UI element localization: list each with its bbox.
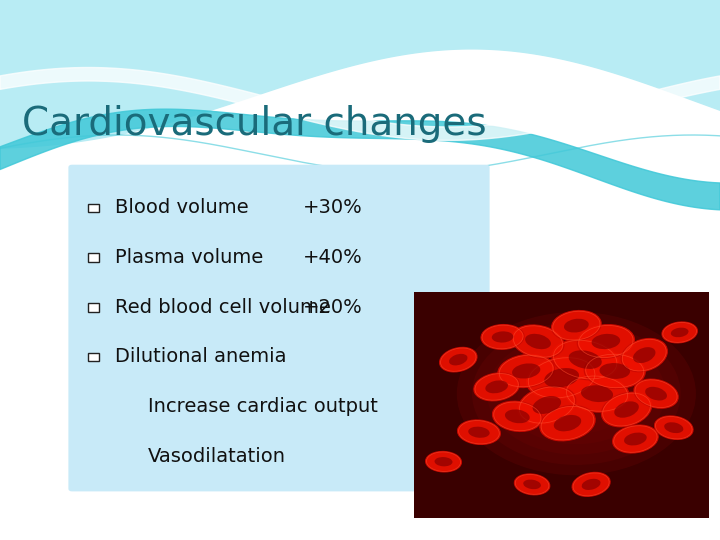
Ellipse shape — [671, 328, 688, 337]
Ellipse shape — [514, 474, 550, 495]
Ellipse shape — [481, 325, 524, 349]
Ellipse shape — [633, 347, 655, 363]
Text: Blood volume: Blood volume — [115, 198, 249, 218]
Ellipse shape — [544, 368, 579, 388]
Ellipse shape — [503, 343, 650, 444]
Text: Vasodilatation: Vasodilatation — [148, 447, 286, 466]
Ellipse shape — [492, 401, 542, 431]
Bar — [88, 303, 99, 312]
Ellipse shape — [526, 356, 597, 399]
Ellipse shape — [468, 427, 490, 438]
Ellipse shape — [664, 422, 683, 433]
Ellipse shape — [512, 325, 564, 358]
Ellipse shape — [613, 425, 658, 453]
Text: +20%: +20% — [302, 298, 362, 317]
Ellipse shape — [600, 363, 630, 379]
Ellipse shape — [439, 347, 477, 372]
Ellipse shape — [548, 374, 605, 413]
Ellipse shape — [564, 375, 629, 412]
Ellipse shape — [654, 416, 693, 440]
Text: Red blood cell volume: Red blood cell volume — [115, 298, 331, 317]
Ellipse shape — [601, 392, 652, 427]
Ellipse shape — [533, 364, 620, 423]
Ellipse shape — [564, 319, 589, 333]
Ellipse shape — [505, 409, 530, 423]
FancyBboxPatch shape — [68, 165, 490, 491]
Ellipse shape — [518, 354, 635, 434]
Ellipse shape — [572, 472, 610, 496]
Ellipse shape — [533, 396, 561, 414]
Text: Plasma volume: Plasma volume — [115, 248, 264, 267]
Ellipse shape — [523, 480, 541, 489]
Text: +30%: +30% — [302, 198, 362, 218]
Text: Cardiovascular changes: Cardiovascular changes — [22, 105, 486, 143]
Ellipse shape — [540, 406, 595, 441]
Ellipse shape — [592, 334, 620, 349]
Ellipse shape — [614, 401, 639, 418]
Ellipse shape — [621, 339, 667, 372]
Ellipse shape — [569, 350, 602, 369]
Text: Dilutional anemia: Dilutional anemia — [115, 347, 287, 367]
Ellipse shape — [577, 325, 634, 359]
Ellipse shape — [645, 387, 667, 401]
Ellipse shape — [426, 451, 462, 472]
Ellipse shape — [512, 363, 540, 379]
Ellipse shape — [498, 354, 554, 388]
Ellipse shape — [582, 479, 600, 490]
Ellipse shape — [457, 420, 500, 444]
Ellipse shape — [554, 415, 581, 431]
Ellipse shape — [552, 310, 601, 341]
Ellipse shape — [485, 380, 508, 393]
Ellipse shape — [634, 379, 678, 408]
Ellipse shape — [435, 457, 452, 467]
Bar — [88, 253, 99, 262]
Ellipse shape — [624, 433, 647, 446]
Ellipse shape — [518, 386, 576, 424]
Bar — [88, 353, 99, 361]
Ellipse shape — [487, 333, 665, 455]
Ellipse shape — [581, 385, 613, 402]
Ellipse shape — [456, 312, 696, 475]
Text: Increase cardiac output: Increase cardiac output — [148, 397, 377, 416]
Ellipse shape — [552, 339, 618, 380]
Ellipse shape — [525, 334, 551, 349]
Ellipse shape — [662, 322, 698, 343]
Ellipse shape — [492, 332, 513, 342]
Ellipse shape — [472, 322, 680, 465]
Ellipse shape — [449, 354, 467, 366]
Ellipse shape — [474, 373, 520, 401]
FancyBboxPatch shape — [414, 292, 709, 518]
Ellipse shape — [584, 353, 645, 389]
Text: +40%: +40% — [302, 248, 362, 267]
Ellipse shape — [563, 384, 590, 403]
Bar — [88, 204, 99, 212]
